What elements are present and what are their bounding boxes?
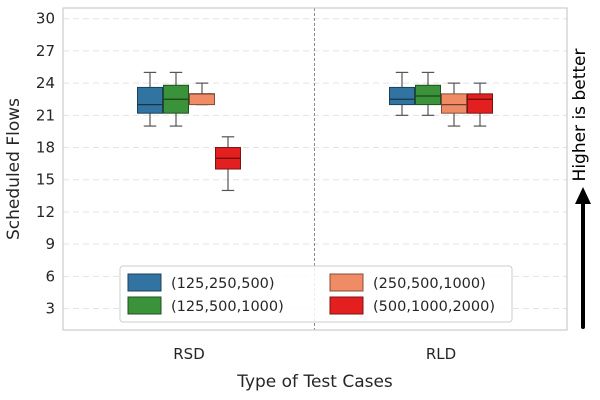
legend-label: (125,250,500) [171,276,275,292]
y-tick-label: 21 [36,106,55,124]
legend-item-2: (125,500,1000) [127,296,284,315]
legend-swatch [329,296,364,315]
legend-frame [119,265,513,323]
y-tick-label: 12 [36,203,55,221]
legend-item-4: (500,1000,2000) [329,296,495,315]
x-tick-label-rld: RLD [426,345,456,363]
box-marks [137,71,493,192]
box-rsd-series-2 [163,71,189,127]
legend-label: (500,1000,2000) [373,299,495,315]
y-tick-label: 3 [45,300,55,318]
y-tick-label: 15 [36,171,55,189]
x-axis-label: Type of Test Cases [236,372,393,392]
box-body [137,86,163,114]
box-body [189,93,215,106]
y-tick-label: 24 [36,74,55,92]
y-tick-label: 6 [45,267,55,285]
legend: (125,250,500) (125,500,1000) (250,500,1000… [119,265,513,323]
legend-item-3: (250,500,1000) [329,273,486,292]
box-rld-series-3 [441,82,467,127]
box-rsd-series-3 [189,82,215,106]
legend-label: (125,500,1000) [171,299,284,315]
y-tick-label: 30 [36,10,55,28]
box-rld-series-4 [467,82,493,127]
y-axis-label: Scheduled Flows [4,98,24,240]
y-tick-label: 18 [36,139,55,157]
up-arrow-head-icon [575,187,591,204]
x-tick-label-rsd: RSD [173,345,205,363]
y-tick-label: 27 [36,42,55,60]
box-rld-series-2 [415,71,441,116]
box-rsd-series-1 [137,71,163,127]
box-body [415,84,441,106]
box-body [389,86,415,106]
legend-swatch [127,273,162,292]
y-axis-ticks: 3 6 9 12 15 18 21 24 27 30 [36,10,55,318]
box-rsd-series-4 [215,136,241,192]
legend-label: (250,500,1000) [373,276,486,292]
plot-area-frame [62,7,568,331]
legend-swatch [127,296,162,315]
higher-is-better-annotation: Higher is better [570,49,591,329]
box-body [441,93,467,114]
legend-swatch [329,273,364,292]
legend-item-1: (125,250,500) [127,273,275,292]
x-axis-ticks: RSD RLD [173,345,456,363]
box-rld-series-1 [389,71,415,116]
box-body [467,93,493,114]
higher-is-better-text: Higher is better [570,49,590,182]
y-tick-label: 9 [45,235,55,253]
